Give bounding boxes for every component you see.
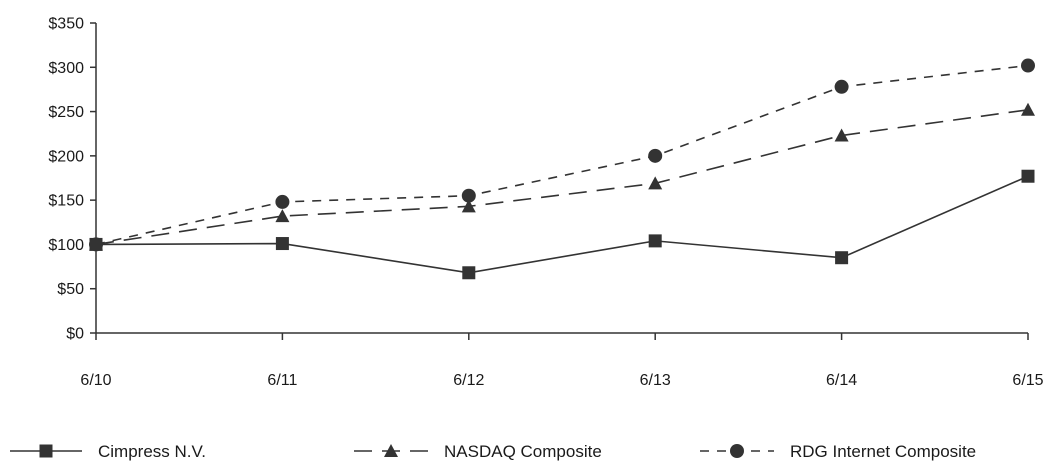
legend-label-rdg-internet: RDG Internet Composite [790, 442, 976, 461]
y-tick-label: $50 [57, 281, 84, 298]
series-cimpress [89, 169, 1035, 280]
y-tick-label: $150 [48, 193, 84, 210]
data-point-cimpress [648, 234, 662, 248]
y-tick-label: $200 [48, 148, 84, 165]
data-point-nasdaq [275, 209, 290, 223]
data-point-nasdaq [1021, 102, 1035, 116]
legend-item-nasdaq: NASDAQ Composite [354, 442, 602, 461]
x-tick-label: 6/13 [640, 372, 671, 389]
legend-marker-rdg-internet [730, 444, 744, 458]
data-point-cimpress [1021, 169, 1035, 183]
y-tick-label: $300 [48, 60, 84, 77]
series-line-nasdaq [95, 109, 1029, 246]
x-axis-ticks: 6/10 6/11 6/12 6/13 6/14 6/15 [80, 333, 1044, 389]
series-line-rdg-internet [95, 64, 1029, 246]
x-tick-label: 6/11 [267, 372, 297, 389]
legend-item-rdg-internet: RDG Internet Composite [700, 442, 976, 461]
y-tick-label: $250 [48, 104, 84, 121]
data-point-nasdaq [834, 128, 849, 142]
data-point-cimpress [462, 266, 476, 280]
chart-axes [95, 23, 1028, 334]
data-point-rdg-internet [89, 237, 103, 252]
legend-label-nasdaq: NASDAQ Composite [444, 442, 602, 461]
data-point-rdg-internet [461, 188, 476, 203]
legend-marker-nasdaq [384, 444, 398, 457]
y-tick-label: $350 [48, 16, 84, 33]
data-point-rdg-internet [1021, 58, 1035, 73]
y-tick-label: $0 [66, 326, 84, 343]
y-tick-label: $100 [48, 237, 84, 254]
legend-item-cimpress: Cimpress N.V. [10, 442, 206, 461]
y-axis-ticks: $0 $50 $100 $150 $200 $250 $300 $350 [48, 16, 96, 343]
x-tick-label: 6/10 [80, 372, 111, 389]
data-point-rdg-internet [648, 148, 663, 163]
data-point-rdg-internet [834, 79, 849, 94]
series-nasdaq [89, 102, 1035, 251]
series-rdg-internet [89, 58, 1035, 252]
legend-label-cimpress: Cimpress N.V. [98, 442, 206, 461]
series-layer [89, 58, 1035, 280]
data-point-cimpress [275, 237, 289, 251]
series-line-cimpress [95, 175, 1029, 274]
x-tick-label: 6/14 [826, 372, 857, 389]
data-point-nasdaq [461, 199, 476, 213]
data-point-nasdaq [648, 176, 663, 190]
data-point-rdg-internet [275, 194, 290, 209]
legend-marker-cimpress [39, 444, 53, 458]
data-point-cimpress [835, 251, 849, 265]
x-tick-label: 6/12 [453, 372, 484, 389]
legend: Cimpress N.V. NASDAQ Composite RDG Interne… [10, 442, 976, 461]
x-tick-label: 6/15 [1012, 372, 1043, 389]
